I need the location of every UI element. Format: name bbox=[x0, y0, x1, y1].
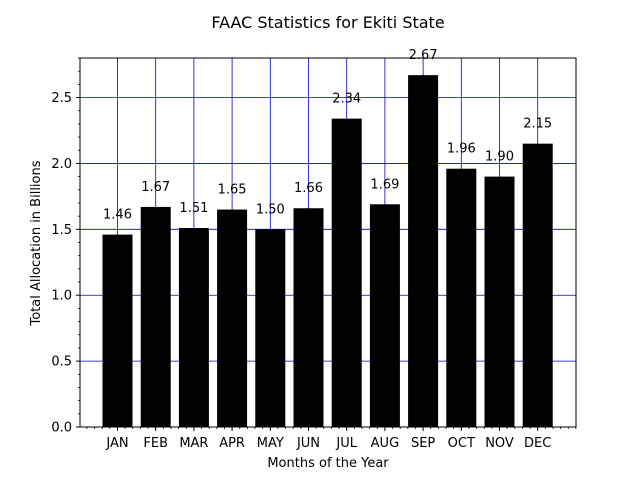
axes: 0.0 0.5 1.0 1.5 2.0 2.5 JAN FEB MAR APR MAY JUN JUL A… bbox=[51, 57, 577, 451]
data-label-feb: 1.67 bbox=[141, 180, 170, 195]
x-axis-label: Months of the Year bbox=[267, 456, 389, 471]
data-label-mar: 1.51 bbox=[179, 201, 208, 216]
x-tick-label-mar: MAR bbox=[179, 436, 208, 451]
bar-may bbox=[255, 229, 286, 427]
data-label-aug: 1.69 bbox=[370, 177, 399, 192]
bar-nov bbox=[484, 176, 515, 427]
x-tick-label-jun: JUN bbox=[296, 436, 320, 451]
bar-jan bbox=[102, 234, 133, 427]
x-tick-label-oct: OCT bbox=[448, 436, 475, 451]
y-tick-label-2: 1.0 bbox=[51, 289, 72, 304]
bar-jul bbox=[331, 118, 362, 427]
data-label-jun: 1.66 bbox=[294, 181, 323, 196]
x-tick-label-aug: AUG bbox=[371, 436, 399, 451]
x-tick-label-may: MAY bbox=[257, 436, 284, 451]
x-tick-label-feb: FEB bbox=[143, 436, 168, 451]
x-tick-label-sep: SEP bbox=[411, 436, 435, 451]
bar-feb bbox=[140, 206, 171, 427]
y-tick-label-0: 0.0 bbox=[51, 421, 72, 436]
bar-mar bbox=[178, 228, 209, 427]
x-tick-label-jul: JUL bbox=[335, 436, 357, 451]
x-tick-label-apr: APR bbox=[219, 436, 245, 451]
bar-jun bbox=[293, 208, 324, 427]
y-tick-label-5: 2.5 bbox=[51, 91, 72, 106]
data-label-may: 1.50 bbox=[256, 202, 285, 217]
x-tick-label-jan: JAN bbox=[105, 436, 128, 451]
chart-title: FAAC Statistics for Ekiti State bbox=[211, 13, 444, 32]
data-label-dec: 2.15 bbox=[523, 117, 552, 132]
x-tick-label-dec: DEC bbox=[524, 436, 551, 451]
data-label-jul: 2.34 bbox=[332, 92, 361, 107]
data-label-oct: 1.96 bbox=[447, 142, 476, 157]
y-tick-label-1: 0.5 bbox=[51, 355, 72, 370]
data-label-jan: 1.46 bbox=[103, 208, 132, 223]
data-label-nov: 1.90 bbox=[485, 150, 514, 165]
data-label-sep: 2.67 bbox=[409, 48, 438, 63]
y-tick-label-4: 2.0 bbox=[51, 157, 72, 172]
bar-sep bbox=[408, 75, 439, 427]
x-tick-label-nov: NOV bbox=[485, 436, 514, 451]
data-label-apr: 1.65 bbox=[218, 183, 247, 198]
bar-aug bbox=[369, 204, 400, 427]
y-tick-label-3: 1.5 bbox=[51, 223, 72, 238]
data-labels: 1.46 1.67 1.51 1.65 1.50 1.66 2.34 1.69 2.67 1.96… bbox=[103, 48, 552, 222]
bar-dec bbox=[522, 143, 553, 428]
bar-apr bbox=[217, 209, 248, 427]
bars bbox=[102, 75, 553, 428]
y-axis-label: Total Allocation in Billions bbox=[29, 160, 44, 326]
bar-oct bbox=[446, 168, 477, 427]
